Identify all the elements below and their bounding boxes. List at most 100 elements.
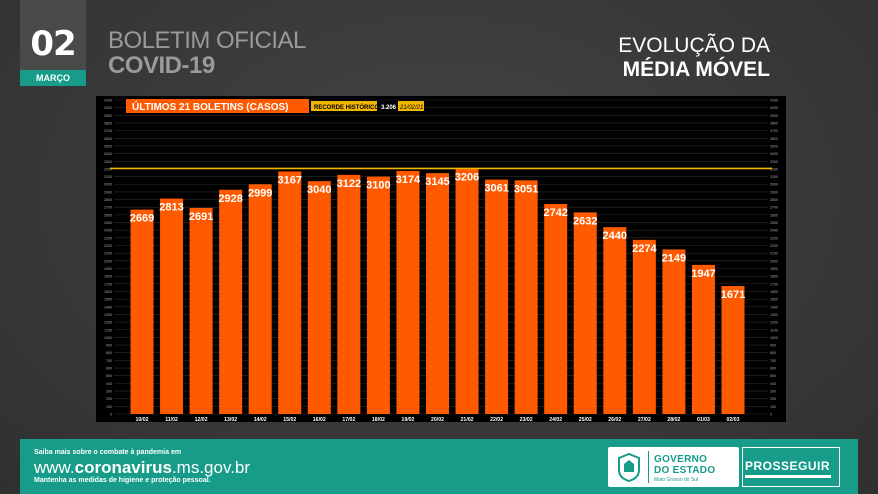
footer-url-link[interactable]: www.coronavirus.ms.gov.br xyxy=(34,458,250,478)
y-tick-label-left: 2200 xyxy=(104,244,112,248)
y-tick-label-right: 3100 xyxy=(770,175,778,179)
bar-value-label: 3051 xyxy=(514,183,538,195)
y-tick-label-right: 3200 xyxy=(770,167,778,171)
y-tick-label-left: 2900 xyxy=(104,190,112,194)
y-tick-label-left: 1200 xyxy=(104,321,112,325)
y-tick-label-left: 400 xyxy=(106,382,112,386)
bulletin-title-line2: COVID-19 xyxy=(108,52,215,79)
bar-value-label: 2813 xyxy=(159,202,183,214)
y-tick-label-right: 3500 xyxy=(770,144,778,148)
y-tick-label-right: 1400 xyxy=(770,305,778,309)
x-tick-label: 02/03 xyxy=(727,417,740,422)
bar xyxy=(603,227,627,414)
y-tick-label-left: 1400 xyxy=(104,305,112,309)
bar-value-label: 2928 xyxy=(218,193,242,205)
y-tick-label-left: 800 xyxy=(106,351,112,355)
y-tick-label-right: 3800 xyxy=(770,121,778,125)
y-tick-label-right: 1100 xyxy=(770,328,778,332)
bar xyxy=(514,180,538,414)
x-tick-label: 21/02 xyxy=(461,417,474,422)
x-tick-label: 10/02 xyxy=(136,417,149,422)
y-tick-label-right: 4000 xyxy=(770,106,778,110)
y-tick-label-left: 4000 xyxy=(104,106,112,110)
bar xyxy=(219,189,243,414)
y-tick-label-left: 1000 xyxy=(104,336,112,340)
url-bold: coronavirus xyxy=(74,458,172,477)
x-tick-label: 25/02 xyxy=(579,417,592,422)
x-tick-label: 20/02 xyxy=(431,417,444,422)
date-badge: 02 MARÇO xyxy=(20,0,86,86)
y-tick-label-right: 700 xyxy=(770,359,776,363)
x-tick-label: 27/02 xyxy=(638,417,651,422)
y-tick-label-right: 900 xyxy=(770,344,776,348)
x-tick-label: 22/02 xyxy=(490,417,503,422)
x-tick-label: 11/02 xyxy=(165,417,178,422)
url-prefix: www. xyxy=(34,458,75,477)
chart-title: ÚLTIMOS 21 BOLETINS (CASOS) xyxy=(132,100,289,113)
y-tick-label-left: 1600 xyxy=(104,290,112,294)
y-tick-label-right: 500 xyxy=(770,374,776,378)
state-seal-icon xyxy=(618,452,640,482)
y-tick-label-left: 2100 xyxy=(104,252,112,256)
bar-value-label: 2999 xyxy=(248,187,272,199)
y-tick-label-right: 3000 xyxy=(770,183,778,187)
y-tick-label-right: 0 xyxy=(770,413,772,417)
prosseguir-logo: PROSSEGUIR xyxy=(742,447,842,487)
y-tick-label-right: 3900 xyxy=(770,114,778,118)
y-tick-label-right: 300 xyxy=(770,390,776,394)
section-heading-line1: EVOLUÇÃO DA xyxy=(618,34,770,57)
bar xyxy=(426,173,449,414)
record-legend-date: 21/02/21 xyxy=(399,105,423,111)
y-tick-label-left: 600 xyxy=(106,367,112,371)
y-tick-label-right: 1000 xyxy=(770,336,778,340)
y-tick-label-left: 2000 xyxy=(104,259,112,263)
x-tick-label: 28/02 xyxy=(667,417,680,422)
x-tick-label: 26/02 xyxy=(608,417,621,422)
y-tick-label-right: 1700 xyxy=(770,282,778,286)
record-date-box xyxy=(398,101,424,111)
bar-value-label: 1671 xyxy=(721,289,745,301)
bar xyxy=(632,239,656,414)
x-tick-label: 12/02 xyxy=(195,417,208,422)
y-tick-label-left: 1300 xyxy=(104,313,112,317)
y-tick-label-right: 2800 xyxy=(770,198,778,202)
bar xyxy=(366,176,390,414)
prosseguir-bar xyxy=(745,475,831,478)
y-tick-label-left: 3400 xyxy=(104,152,112,156)
bar-value-label: 2632 xyxy=(573,215,597,227)
y-tick-label-left: 200 xyxy=(106,397,112,401)
bar-value-label: 3174 xyxy=(396,174,421,186)
y-tick-label-right: 1300 xyxy=(770,313,778,317)
y-tick-label-right: 1900 xyxy=(770,267,778,271)
y-tick-label-left: 100 xyxy=(106,405,112,409)
y-tick-label-right: 2700 xyxy=(770,206,778,210)
bar xyxy=(721,286,745,414)
footer-hygiene-line: Mantenha as medidas de higiene e proteçã… xyxy=(34,477,211,484)
x-tick-label: 18/02 xyxy=(372,417,385,422)
bar-value-label: 2440 xyxy=(603,230,627,242)
y-tick-label-right: 1800 xyxy=(770,275,778,279)
x-tick-label: 16/02 xyxy=(313,417,326,422)
x-tick-label: 23/02 xyxy=(520,417,533,422)
bar xyxy=(307,181,331,414)
y-tick-label-right: 2900 xyxy=(770,190,778,194)
bar xyxy=(337,174,361,414)
x-tick-label: 24/02 xyxy=(549,417,562,422)
y-tick-label-left: 3900 xyxy=(104,114,112,118)
y-tick-label-left: 2800 xyxy=(104,198,112,202)
record-legend-label: RECORDE HISTÓRICO xyxy=(314,103,379,111)
gov-logo-divider xyxy=(648,451,649,483)
y-tick-label-left: 300 xyxy=(106,390,112,394)
bulletin-title-line1: BOLETIM OFICIAL xyxy=(108,27,306,54)
bar xyxy=(396,170,420,414)
x-tick-label: 15/02 xyxy=(283,417,296,422)
bar-value-label: 3167 xyxy=(278,174,302,186)
y-tick-label-left: 3500 xyxy=(104,144,112,148)
chart-title-group: ÚLTIMOS 21 BOLETINS (CASOS) RECORDE HIST… xyxy=(126,99,424,113)
bar-value-label: 3206 xyxy=(455,171,479,183)
y-tick-label-left: 4100 xyxy=(104,99,112,103)
y-tick-label-right: 3600 xyxy=(770,137,778,141)
bar-value-label: 2149 xyxy=(662,252,686,264)
chart-svg: 0 100 200 300 400 500 600 700 800 900 1000 1100 1200… xyxy=(96,96,786,423)
chart-title-box xyxy=(126,99,309,113)
